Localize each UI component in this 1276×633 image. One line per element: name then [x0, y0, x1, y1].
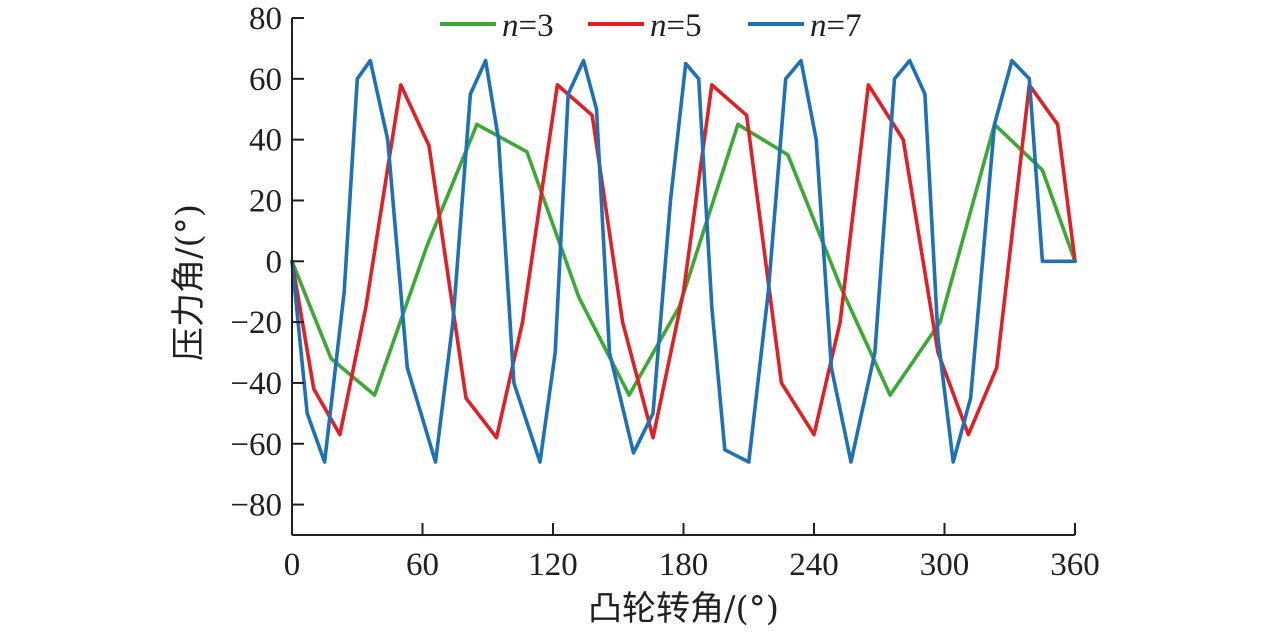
plot-area — [290, 58, 1077, 464]
y-tick-label: −60 — [230, 427, 282, 463]
x-tick-label: 120 — [528, 547, 578, 583]
x-tick-label: 240 — [789, 547, 839, 583]
y-tick-label: 20 — [249, 183, 282, 219]
legend-item-n-7: n=7 — [748, 8, 862, 44]
y-tick-label: 0 — [266, 244, 283, 280]
y-axis-title: 压力角/(°) — [169, 204, 209, 361]
series-line-n-7 — [290, 58, 1077, 464]
series-line-n-5 — [290, 83, 1077, 440]
legend-label: n=5 — [650, 8, 702, 44]
x-tick-label: 360 — [1050, 547, 1100, 583]
y-tick-label: −40 — [230, 366, 282, 402]
x-tick-label: 300 — [920, 547, 970, 583]
y-tick-label: 60 — [249, 62, 282, 98]
x-axis-title: 凸轮转角/(°) — [588, 589, 779, 629]
x-tick-label: 0 — [284, 547, 301, 583]
x-tick-label: 60 — [406, 547, 439, 583]
y-tick-label: 80 — [249, 1, 282, 37]
series-line-n-3 — [290, 122, 1077, 397]
legend-label: n=3 — [502, 8, 554, 44]
y-tick-label: −20 — [230, 305, 282, 341]
legend-item-n-5: n=5 — [588, 8, 702, 44]
y-tick-label: 40 — [249, 123, 282, 159]
legend-item-n-3: n=3 — [440, 8, 554, 44]
legend-label: n=7 — [810, 8, 862, 44]
legend: n=3 n=5 n=7 — [440, 8, 862, 44]
y-tick-label: −80 — [230, 488, 282, 524]
x-tick-label: 180 — [659, 547, 709, 583]
